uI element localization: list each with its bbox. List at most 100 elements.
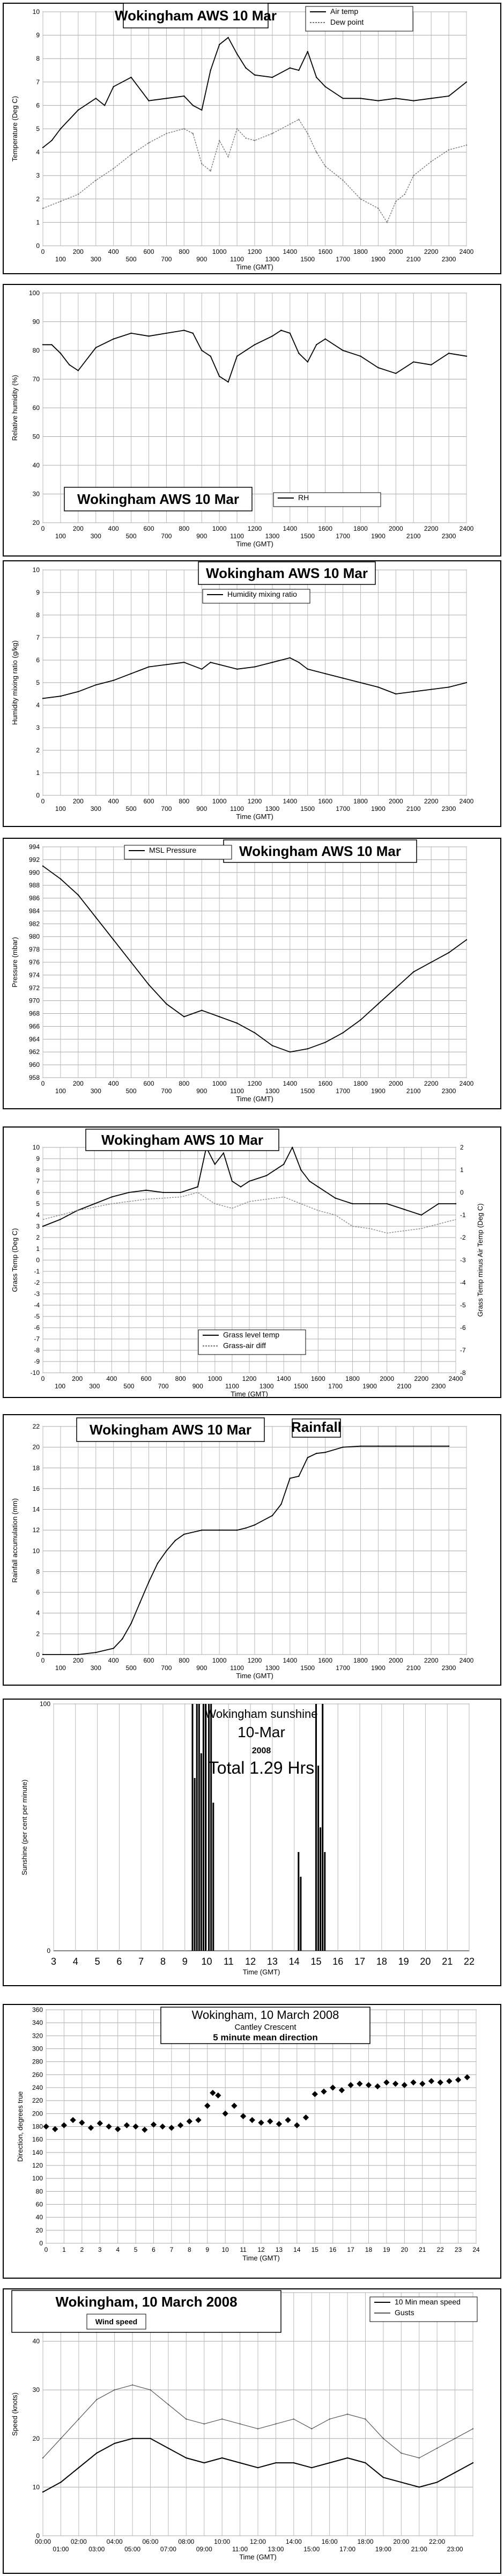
chart-8-series-0-point [257,2467,259,2469]
chart-8-series-1-point [436,2447,438,2449]
chart-8-xtick-label: 11:00 [232,2545,248,2553]
chart-6-ytick-label: 0 [47,1947,50,1955]
chart-0-ytick-label: 6 [36,101,40,109]
chart-2-xtick-label: 2100 [406,805,421,813]
chart-4-y2tick-label: -6 [460,1324,466,1331]
chart-5-xtick-label: 2400 [459,1657,474,1664]
chart-8-title-box [11,2290,281,2333]
chart-5-series-0-point [316,1453,317,1454]
chart-3-xtick-label: 800 [179,1080,189,1087]
chart-1-xtick-label: 1400 [283,525,297,532]
chart-8-xtick-label: 19:00 [375,2545,391,2553]
chart-0-series-0-point [377,100,379,101]
chart-6-xtick-label: 12 [245,1956,256,1967]
chart-2-xtick-label: 600 [143,797,154,805]
chart-4-xtick-label: 1400 [277,1375,291,1382]
chart-8-series-0-point [311,2467,313,2469]
chart-7-point [276,2121,283,2127]
chart-4-ytick-label: -1 [34,1268,40,1275]
chart-1-series-0-point [289,332,291,334]
chart-5-ytick-label: 22 [33,1423,40,1430]
chart-5-series-0-point [113,1648,114,1649]
chart-1-series-0-point [113,338,114,340]
chart-8-legend-entry: 10 Min mean speed [395,2297,461,2306]
chart-6-x-axis-title: Time (GMT) [243,1968,280,1976]
chart-7-point [383,2079,390,2085]
chart-1-series-0-point [42,344,44,346]
chart-0-series-1-point [236,128,238,130]
chart-0-series-1-point [404,193,405,195]
chart-3-xtick-label: 2200 [424,1080,439,1087]
chart-7-ytick-label: 360 [32,2006,43,2014]
chart-0-series-1-point [148,142,150,144]
chart-5-series-0-point [174,1540,176,1541]
chart-5-series-0-point [201,1529,203,1531]
chart-0-series-0-point [210,69,211,71]
chart-7-xtick-label: 2 [80,2246,84,2253]
chart-4-series-0-point [265,1175,268,1176]
chart-5-series-0-point [95,1651,97,1653]
chart-6-bar [320,1827,322,1951]
chart-5-xtick-label: 2000 [389,1657,403,1664]
chart-4-ytick-label: 10 [33,1144,40,1151]
chart-8-series-1-point [346,2413,349,2415]
chart-7-ytick-label: 320 [32,2032,43,2039]
chart-0-legend-entry: Air temp [330,7,358,16]
chart-7-point [374,2083,381,2090]
chart-4-xtick-label: 1200 [242,1375,257,1382]
chart-3-xtick-label: 1600 [318,1080,332,1087]
chart-6-y-axis-title: Sunshine (per cent per minute) [20,1780,28,1875]
chart-5-xtick-label: 0 [41,1657,45,1664]
chart-7-point [392,2081,399,2087]
chart-3-xtick-label: 1900 [371,1087,386,1095]
chart-1-series-0-line [43,330,467,383]
chart-6-bar [202,1704,204,1951]
chart-4-ytick-label: -10 [31,1369,40,1377]
chart-4-series-0-point [223,1152,225,1154]
chart-8-series-0-point [329,2462,330,2464]
chart-3-x-axis-title: Time (GMT) [236,1095,273,1103]
chart-2-ytick-label: 1 [36,769,40,777]
chart-4-series-0-point [403,1209,405,1210]
chart-1-series-0-point [51,344,53,346]
chart-8-annotation: Wind speed [95,2317,137,2326]
chart-7-ytick-label: 100 [32,2175,43,2182]
chart-0-xtick-label: 900 [196,255,207,263]
chart-3-ytick-label: 972 [29,984,40,992]
chart-8-series-0-point [293,2462,294,2464]
chart-8-series-0-point [186,2457,187,2459]
chart-3-ytick-label: 990 [29,869,40,876]
chart-7-xtick-label: 24 [472,2246,480,2253]
chart-0-series-1-point [386,222,388,223]
chart-1-ytick-label: 30 [33,491,40,498]
chart-6-xtick-label: 22 [464,1956,475,1967]
chart-3-series-0-point [148,984,150,986]
chart-0-legend-entry: Dew point [330,18,364,26]
chart-1-legend [273,492,381,507]
chart-4-ytick-label: -4 [34,1301,40,1309]
chart-5-y-axis-title: Rainfall accumulation (mm) [11,1498,19,1583]
chart-4-ytick-label: 3 [36,1223,40,1230]
chart-1-ytick-label: 60 [33,404,40,412]
chart-7-point [401,2082,407,2088]
chart-4-series-0-point [455,1203,457,1205]
chart-0-xtick-label: 1000 [212,248,227,255]
chart-7-point [132,2123,139,2130]
chart-3-ytick-label: 970 [29,997,40,1005]
chart-4-xtick-label: 900 [192,1382,203,1390]
chart-7-point [267,2118,273,2125]
chart-1-series-0-point [448,353,450,354]
chart-3-xtick-label: 900 [196,1087,207,1095]
chart-8-xtick-label: 10:00 [214,2538,230,2545]
chart-4-series-0-point [162,1191,164,1194]
chart-3-series-0-point [77,894,79,896]
chart-7-ytick-label: 300 [32,2045,43,2053]
chart-5-series-0-point [298,1475,300,1477]
chart-2-series-0-point [448,686,450,688]
chart-8-series-0-point [401,2482,402,2483]
chart-7-xtick-label: 14 [293,2246,301,2253]
chart-1-series-0-point [271,335,273,337]
chart-5-ytick-label: 14 [33,1506,40,1513]
chart-2-series-0-point [324,673,326,675]
chart-1-series-0-point [342,349,344,352]
